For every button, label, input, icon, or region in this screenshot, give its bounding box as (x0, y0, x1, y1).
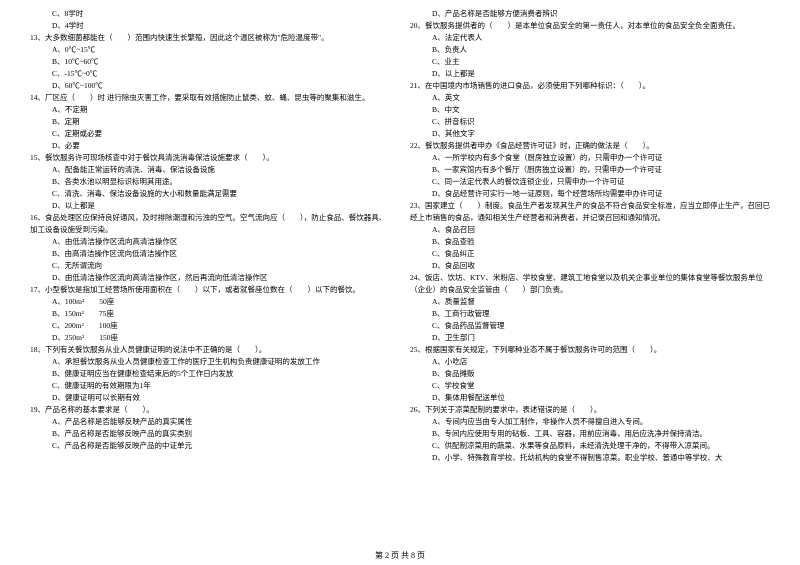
left-column: C、8学时 D、4学时 13、大多数细菌都能在（ ）范围内快速生长繁殖，因此这个… (30, 8, 390, 540)
q15-opt-b: B、各类水池以明显标识标明其用途。 (30, 176, 390, 188)
q26-opt-a: A、专间内应当由专人加工制作，非操作人员不得擅自进入专间。 (410, 416, 770, 428)
q16-opt-b: B、由高清洁操作区流向低清洁操作区 (30, 248, 390, 260)
q26-opt-b: B、专间内应使用专用的砧板、工具、容器，用前应消毒，用后应洗净并保持清洁。 (410, 428, 770, 440)
q21-opt-d: D、其他文字 (410, 128, 770, 140)
q17-opt-a: A、100m² 50座 (30, 296, 390, 308)
q19-opt-b: B、产品名称是否能够反映产品的真实类别 (30, 428, 390, 440)
q25: 25、根据国家有关规定，下列哪种业态不属于餐饮服务许可的范围（ ）。 (410, 344, 770, 356)
q13-opt-a: A、0℃~15℃ (30, 44, 390, 56)
q23-opt-a: A、食品召回 (410, 224, 770, 236)
q18: 18、下列有关餐饮服务从业人员健康证明的说法中不正确的是（ ）。 (30, 344, 390, 356)
q24-opt-b: B、工商行政管理 (410, 308, 770, 320)
q18-opt-d: D、健康证明可以长期有效 (30, 392, 390, 404)
q19-opt-a: A、产品名称是否能够反映产品的真实属性 (30, 416, 390, 428)
q13: 13、大多数细菌都能在（ ）范围内快速生长繁殖，因此这个温区被称为"危险温度带"… (30, 32, 390, 44)
q23-opt-c: C、食品纠正 (410, 248, 770, 260)
q26-opt-d: D、小学、特殊教育学校、托幼机构的食堂不得制售凉菜。职业学校、普通中等学校、大 (410, 452, 770, 464)
q24-opt-a: A、质量监督 (410, 296, 770, 308)
q20: 20、餐饮服务提供者的（ ）是本单位食品安全的第一责任人，对本单位的食品安全负全… (410, 20, 770, 32)
q16-opt-a: A、由低清洁操作区流向高清洁操作区 (30, 236, 390, 248)
q26: 26、下列关于凉菜配制的要求中，表述错误的是（ ）。 (410, 404, 770, 416)
q18-opt-a: A、承担餐饮服务从业人员健康检查工作的医疗卫生机构负责健康证明的发放工作 (30, 356, 390, 368)
q20-opt-d: D、以上都是 (410, 68, 770, 80)
q17-opt-c: C、200m² 100座 (30, 320, 390, 332)
q20-opt-b: B、负责人 (410, 44, 770, 56)
page-content: C、8学时 D、4学时 13、大多数细菌都能在（ ）范围内快速生长繁殖，因此这个… (0, 0, 800, 540)
q13-opt-d: D、60℃~100℃ (30, 80, 390, 92)
q12-opt-c: C、8学时 (30, 8, 390, 20)
q24-opt-d: D、卫生部门 (410, 332, 770, 344)
q16-opt-c: C、无所谓流向 (30, 260, 390, 272)
q24: 24、饭店、饮坊、KTV、米粉店、学校食堂、建筑工地食堂以及机关企事业单位的集体… (410, 272, 770, 296)
q14-opt-a: A、不定期 (30, 104, 390, 116)
q22-opt-b: B、一家宾馆内有多个餐厅（厨房独立设置）的，只需申办一个许可证 (410, 164, 770, 176)
q20-opt-a: A、法定代表人 (410, 32, 770, 44)
q24-opt-c: C、食品药品监督管理 (410, 320, 770, 332)
q13-opt-c: C、-15℃~0℃ (30, 68, 390, 80)
q26-opt-c: C、供配制凉菜用的蔬菜、水果等食品原料，未经清洗处理干净的，不得带入凉菜间。 (410, 440, 770, 452)
q16-opt-d: D、由低清洁操作区流向高清洁操作区，然后再流向低清洁操作区 (30, 272, 390, 284)
right-column: D、产品名称是否能够方便消费者辨识 20、餐饮服务提供者的（ ）是本单位食品安全… (410, 8, 770, 540)
q14-opt-b: B、定期 (30, 116, 390, 128)
q25-opt-a: A、小吃店 (410, 356, 770, 368)
q19-opt-d: D、产品名称是否能够方便消费者辨识 (410, 8, 770, 20)
q14: 14、厂区应（ ）时 进行除虫灭害工作，要采取有效措施防止鼠类、蚊、蝇、昆虫等的… (30, 92, 390, 104)
q25-opt-d: D、集体用餐配送单位 (410, 392, 770, 404)
q22: 22、餐饮服务提供者申办《食品经营许可证》时，正确的做法是（ ）。 (410, 140, 770, 152)
q19: 19、产品名称的基本要求是（ ）。 (30, 404, 390, 416)
q23: 23、国家建立（ ）制度。食品生产者发现其生产的食品不符合食品安全标准，应当立即… (410, 200, 770, 224)
q15-opt-c: C、清洗、消毒、保洁设备设施的大小和数量能满足需要 (30, 188, 390, 200)
q25-opt-c: C、学校食堂 (410, 380, 770, 392)
q13-opt-b: B、10℃~60℃ (30, 56, 390, 68)
q16: 16、食品处理区应保持良好通风，及时排除潮湿和污浊的空气。空气流向应（ ），防止… (30, 212, 390, 236)
q17: 17、小型餐饮是指加工经营场所使用面积在（ ）以下，或者就餐座位数在（ ）以下的… (30, 284, 390, 296)
q17-opt-d: D、250m² 150座 (30, 332, 390, 344)
q21-opt-c: C、拼音标识 (410, 116, 770, 128)
q17-opt-b: B、150m² 75座 (30, 308, 390, 320)
q22-opt-c: C、同一法定代表人的餐饮连锁企业，只需申办一个许可证 (410, 176, 770, 188)
q22-opt-a: A、一所学校内有多个食堂（厨房独立设置）的，只需申办一个许可证 (410, 152, 770, 164)
q21: 21、在中国境内市场销售的进口食品，必须使用下列哪种标识：（ ）。 (410, 80, 770, 92)
q23-opt-b: B、食品查验 (410, 236, 770, 248)
page-footer: 第 2 页 共 8 页 (0, 550, 800, 561)
q14-opt-c: C、定期或必要 (30, 128, 390, 140)
q20-opt-c: C、业主 (410, 56, 770, 68)
q21-opt-b: B、中文 (410, 104, 770, 116)
q23-opt-d: D、食品回收 (410, 260, 770, 272)
q25-opt-b: B、食品摊贩 (410, 368, 770, 380)
q21-opt-a: A、英文 (410, 92, 770, 104)
q12-opt-d: D、4学时 (30, 20, 390, 32)
q14-opt-d: D、必要 (30, 140, 390, 152)
q15-opt-a: A、配备能正常运转的清洗、消毒、保洁设备设施 (30, 164, 390, 176)
q19-opt-c: C、产品名称是否能够反映产品的中证单元 (30, 440, 390, 452)
q15: 15、餐饮服务许可现场核查中对于餐饮具清洗消毒保洁设施要求（ ）。 (30, 152, 390, 164)
q22-opt-d: D、食品经营许可实行一地一证原则，每个经营场所均需要申办许可证 (410, 188, 770, 200)
q18-opt-b: B、健康证明应当在健康检查结束后的5个工作日内发放 (30, 368, 390, 380)
q15-opt-d: D、以上都是 (30, 200, 390, 212)
q18-opt-c: C、健康证明的有效期限为1年 (30, 380, 390, 392)
